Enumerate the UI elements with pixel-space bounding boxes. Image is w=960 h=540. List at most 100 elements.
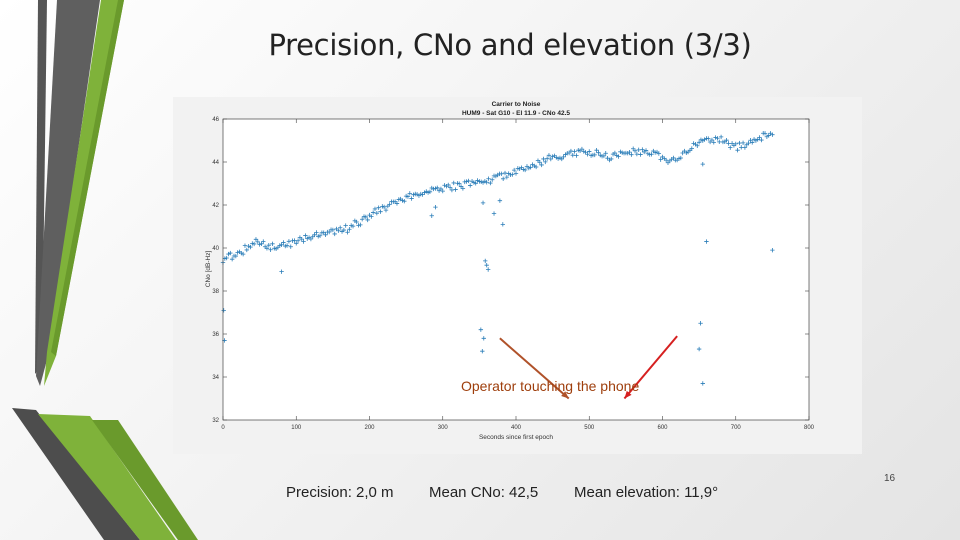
data-point — [537, 160, 543, 165]
data-point — [746, 140, 751, 146]
green-bottom-stripe-2 — [92, 420, 198, 540]
data-point — [317, 233, 323, 238]
data-point — [486, 176, 491, 181]
data-point — [770, 132, 775, 137]
data-point — [711, 140, 716, 145]
data-point — [629, 152, 634, 157]
plot-area — [223, 119, 809, 420]
data-point — [447, 185, 453, 190]
data-point — [548, 156, 553, 162]
data-point — [345, 230, 350, 235]
outlier-point — [491, 211, 497, 216]
y-axis-label: CNo [dB-Hz] — [205, 251, 212, 288]
outlier-point — [484, 263, 489, 268]
x-tick-label: 200 — [364, 425, 375, 431]
y-tick-label: 44 — [212, 160, 219, 166]
data-point — [446, 182, 451, 188]
data-point — [612, 150, 618, 156]
data-point — [733, 141, 738, 147]
data-point — [616, 154, 621, 159]
outlier-point — [478, 327, 484, 332]
data-point — [224, 255, 229, 261]
data-point — [338, 225, 343, 230]
data-point — [640, 147, 645, 152]
data-point — [251, 241, 257, 247]
data-point — [244, 247, 250, 253]
data-point — [323, 232, 328, 238]
chart-title: Carrier to Noise — [492, 101, 541, 108]
data-point — [511, 167, 517, 173]
data-point — [253, 237, 259, 242]
x-axis-label: Seconds since first epoch — [479, 434, 553, 441]
data-point — [405, 194, 411, 199]
outlier-point — [500, 222, 506, 227]
outlier-point — [700, 381, 705, 386]
data-point — [748, 138, 753, 143]
data-point — [378, 209, 383, 214]
outlier-point — [480, 200, 486, 206]
data-point — [596, 150, 601, 155]
data-point — [460, 186, 466, 191]
outlier-point — [221, 308, 226, 313]
data-point — [294, 241, 299, 246]
data-point — [742, 145, 748, 150]
data-point — [500, 176, 506, 181]
data-point — [381, 204, 387, 210]
data-point — [435, 185, 440, 191]
data-point — [504, 174, 510, 180]
dark-stripe-2 — [36, 0, 100, 386]
dark-bottom-stripe — [12, 408, 140, 540]
data-point — [696, 140, 702, 145]
data-point — [499, 171, 504, 176]
data-point — [632, 148, 638, 154]
y-tick-label: 38 — [212, 289, 219, 295]
y-tick-label: 46 — [212, 117, 219, 123]
data-point — [229, 256, 235, 262]
data-point — [510, 172, 515, 177]
data-point — [689, 146, 694, 151]
arrow-head — [561, 391, 569, 399]
x-tick-label: 400 — [511, 425, 522, 431]
data-point — [649, 152, 654, 157]
data-point — [387, 202, 392, 207]
data-point — [724, 137, 729, 143]
outlier-point — [483, 258, 488, 264]
data-point — [228, 250, 233, 256]
data-point — [341, 227, 347, 233]
data-point — [709, 137, 715, 143]
data-point — [634, 151, 640, 157]
data-point — [330, 227, 336, 233]
data-point — [544, 156, 550, 161]
data-point — [248, 244, 253, 250]
x-tick-label: 800 — [804, 425, 815, 431]
outlier-point — [696, 346, 702, 352]
annotation-arrow — [499, 337, 570, 400]
data-point — [376, 205, 381, 210]
data-point — [609, 156, 614, 162]
data-point — [627, 149, 632, 155]
data-point — [336, 228, 341, 233]
outlier-point — [700, 161, 705, 167]
green-bottom-stripe — [38, 414, 176, 540]
data-point — [332, 231, 337, 237]
outlier-point — [480, 349, 485, 354]
data-point — [468, 183, 473, 188]
data-point — [543, 159, 548, 165]
data-point — [407, 191, 412, 196]
data-point — [587, 149, 592, 154]
data-point — [663, 157, 669, 163]
annotation-arrow — [623, 335, 678, 400]
data-point — [762, 131, 768, 136]
outlier-point — [485, 267, 491, 272]
mean-cno-label: Mean CNo: 42,5 — [429, 484, 539, 501]
data-point — [268, 247, 273, 252]
data-point — [288, 244, 293, 249]
data-point — [301, 239, 306, 244]
data-point — [369, 214, 374, 219]
data-point — [718, 134, 724, 140]
data-point — [603, 151, 608, 156]
data-point — [402, 198, 407, 204]
data-point — [579, 146, 585, 152]
data-point — [281, 240, 286, 245]
